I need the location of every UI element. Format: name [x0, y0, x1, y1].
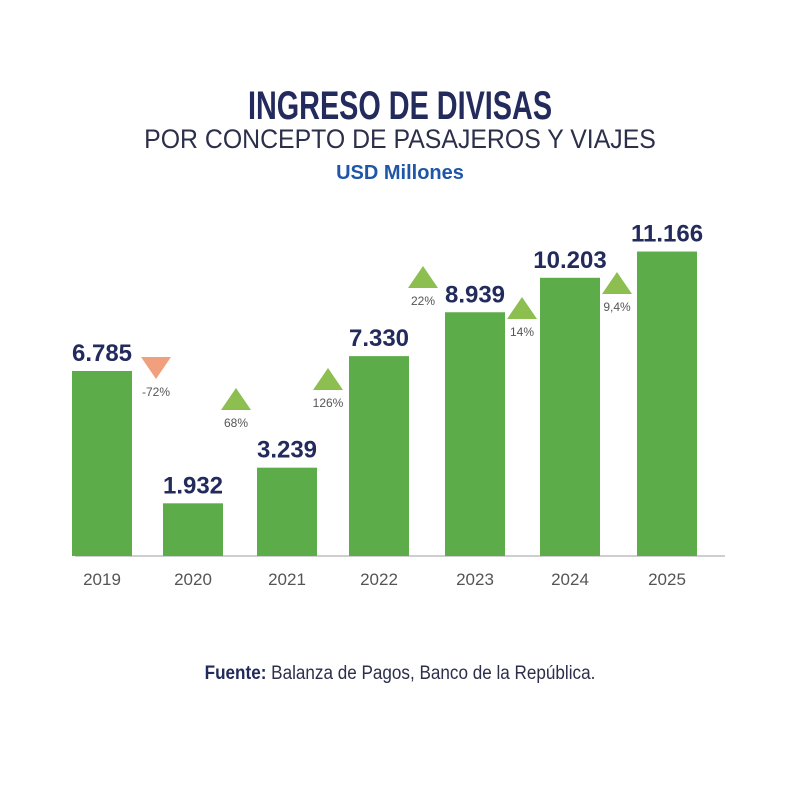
x-tick-label-2021: 2021	[268, 570, 306, 589]
bar-2022	[349, 356, 409, 556]
source-label: Fuente:	[204, 663, 267, 684]
up-triangle-icon	[408, 266, 438, 288]
x-tick-label-2024: 2024	[551, 570, 589, 589]
value-label-2024: 10.203	[533, 247, 606, 274]
x-tick-label-2019: 2019	[83, 570, 121, 589]
x-tick-label-2023: 2023	[456, 570, 494, 589]
up-triangle-icon	[507, 297, 537, 319]
x-tick-label-2025: 2025	[648, 570, 686, 589]
change-label: 9,4%	[603, 300, 631, 314]
chart-title: INGRESO DE DIVISAS	[247, 84, 553, 128]
x-tick-label-2022: 2022	[360, 570, 398, 589]
source-text: Balanza de Pagos, Banco de la República.	[271, 663, 596, 684]
unit-label: USD Millones	[336, 162, 464, 184]
bar-2021	[257, 467, 317, 556]
change-label: 126%	[313, 396, 344, 410]
change-label: 68%	[224, 416, 248, 430]
change-label: -72%	[142, 385, 170, 399]
value-label-2021: 3.239	[257, 437, 317, 464]
value-label-2022: 7.330	[349, 325, 409, 352]
bar-2024	[540, 277, 600, 556]
change-label: 22%	[411, 294, 435, 308]
change-label: 14%	[510, 325, 534, 339]
x-tick-label-2020: 2020	[174, 570, 212, 589]
chart-subtitle: POR CONCEPTO DE PASAJEROS Y VIAJES	[144, 124, 656, 154]
source-note: Fuente: Balanza de Pagos, Banco de la Re…	[0, 663, 800, 685]
up-triangle-icon	[313, 368, 343, 390]
down-triangle-icon	[141, 357, 171, 379]
bar-2023	[445, 312, 505, 556]
up-triangle-icon	[221, 388, 251, 410]
value-label-2023: 8.939	[445, 281, 505, 308]
value-label-2019: 6.785	[72, 340, 132, 367]
bar-2019	[72, 370, 132, 556]
value-label-2025: 11.166	[631, 221, 703, 248]
value-label-2020: 1.932	[163, 472, 223, 499]
bar-2025	[637, 251, 697, 556]
up-triangle-icon	[602, 272, 632, 294]
bar-2020	[163, 503, 223, 556]
